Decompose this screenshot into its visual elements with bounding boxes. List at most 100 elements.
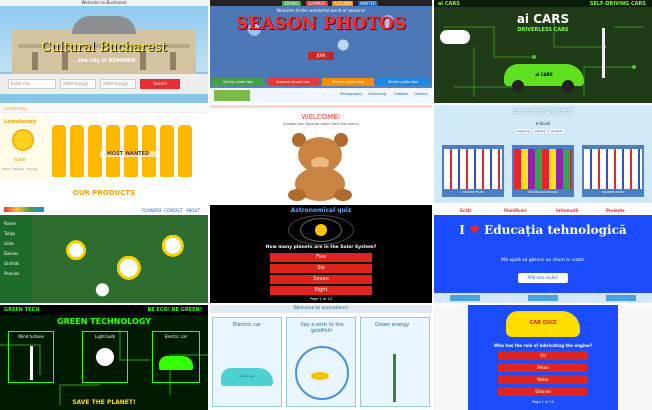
most-wanted-label: MOST WANTED	[100, 151, 156, 157]
answer-seven[interactable]: Seven	[270, 275, 372, 284]
bottle	[70, 125, 84, 177]
cloud-icon	[440, 30, 470, 44]
thumbnail	[450, 295, 480, 301]
answer-six[interactable]: Six	[270, 264, 372, 273]
subtitle: Choose your favorite game from the menu!	[282, 122, 360, 126]
tile-learning-system: Learning System e-Scioli Learning Librar…	[434, 105, 652, 203]
nav-flowers[interactable]: FLOWERS	[142, 208, 162, 213]
card-green-energy[interactable]: Green energy	[360, 317, 430, 407]
card-electric-car[interactable]: Electric car e-running	[212, 317, 282, 407]
wind-turbine-icon	[30, 346, 33, 380]
nav-winter[interactable]: WINTER	[358, 1, 378, 6]
sidebar-item[interactable]: Tulips	[4, 231, 16, 236]
shelf-quizzes-files[interactable]: QUIZZES FILES	[582, 145, 644, 197]
products-section: OUR PRODUCTS	[0, 181, 208, 203]
card-electric-car[interactable]: Electric car	[152, 331, 200, 383]
shelf-label: DOWNLOAD BOOKS	[528, 190, 558, 194]
wheel	[512, 80, 524, 92]
bear-foot	[288, 189, 306, 201]
page-counter: Page 1 of 10	[532, 400, 554, 404]
nav-item[interactable]: Planificări	[504, 208, 527, 213]
footer-link[interactable]: Hobbies	[394, 92, 409, 96]
footer-link[interactable]: Flowers	[414, 92, 428, 96]
sidebar-item[interactable]: Roses	[4, 221, 16, 226]
city-input[interactable]: Enter city	[8, 79, 56, 89]
answer-eight[interactable]: Eight	[270, 286, 372, 295]
answer-ethanol[interactable]: Ethanol	[498, 387, 588, 396]
header-right: BE ECO! BE GREEN!	[147, 307, 202, 313]
sidebar-item[interactable]: Peonies	[4, 271, 20, 276]
goldfish-icon	[311, 372, 329, 380]
checkout-date-input[interactable]: dd/mm/yyyy	[100, 79, 136, 89]
footer-link[interactable]: Gardening	[368, 92, 387, 96]
daisy-image	[32, 215, 208, 303]
card-label: Say a wish to the goldfish!	[300, 322, 344, 334]
nav-item[interactable]: Informatii	[556, 208, 579, 213]
subtitle: Mă ajută să găsesc un drum în viață!	[501, 258, 585, 263]
tab-quizzes[interactable]: Quizzes	[550, 129, 564, 133]
tab-learning[interactable]: Learning	[516, 129, 532, 133]
header: FLOWERS CONTACT ABOUT	[0, 205, 208, 215]
card-label: Green energy	[375, 322, 410, 328]
answer-five[interactable]: Five	[270, 253, 372, 262]
heart-icon: ♥	[469, 223, 480, 237]
card-label: Light bulb	[95, 334, 115, 339]
cornice	[18, 44, 190, 48]
subtitle: DRIVERLESS CARS	[517, 27, 569, 33]
nav-autumn[interactable]: AUTUMN	[332, 1, 354, 6]
answer-petrol[interactable]: Petrol	[498, 363, 588, 372]
join-button[interactable]: JOIN	[308, 52, 334, 60]
nav-item[interactable]: Proiecte	[606, 208, 625, 213]
search-button[interactable]: Search	[140, 79, 180, 89]
teddy-bear-image	[210, 127, 432, 203]
tip-summer[interactable]: Summer photo tips	[267, 78, 319, 86]
tip-autumn[interactable]: Autumn photo tips	[322, 78, 374, 86]
topbar: Welcome to Bucharest	[0, 0, 208, 6]
books	[514, 149, 572, 189]
bear-muzzle	[311, 157, 329, 169]
wheel	[562, 80, 574, 92]
nav-contact[interactable]: CONTACT	[164, 208, 183, 213]
page-title: SEASON PHOTOS	[235, 14, 407, 34]
tip-spring[interactable]: Spring photo tips	[212, 78, 264, 86]
shelf-download-books[interactable]: DOWNLOAD BOOKS	[512, 145, 574, 197]
answer-oil[interactable]: Oil	[498, 351, 588, 360]
footer-link[interactable]: Photography	[340, 92, 363, 96]
sidebar-item[interactable]: Daisies	[4, 251, 19, 256]
nav-about[interactable]: ABOUT	[186, 208, 200, 213]
thumbnail	[606, 295, 636, 301]
header: Welcome to animations!	[210, 305, 432, 313]
answer-water[interactable]: Water	[498, 375, 588, 384]
question: Who has the role of lubricating the engi…	[493, 343, 593, 348]
nav-summer[interactable]: SUMMER	[306, 1, 328, 6]
card-goldfish[interactable]: Say a wish to the goldfish!	[286, 317, 356, 407]
nav-spring[interactable]: SPRING	[282, 1, 302, 6]
header: ai CARS SELF-DRIVING CARS	[434, 0, 652, 7]
brand: Lemohoney	[4, 106, 28, 111]
question: How many planets are in the Solar System…	[265, 245, 377, 250]
footer-thumbs	[434, 293, 652, 303]
solar-system-image	[280, 215, 362, 245]
tile-animations: Welcome to animations! Electric car e-ru…	[210, 305, 432, 410]
card-light-bulb[interactable]: Light bulb	[82, 331, 128, 383]
author: e-Scioli	[535, 121, 551, 126]
subtitle: ...the city in ROMANIA	[72, 58, 136, 64]
column	[32, 52, 38, 70]
sidebar-item[interactable]: Orchids	[4, 261, 20, 266]
card-wind-turbine[interactable]: Wind turbine	[8, 331, 54, 383]
checkin-date-input[interactable]: dd/mm/yyyy	[60, 79, 96, 89]
topbar-right: to Bucharest	[101, 0, 127, 5]
nav-item[interactable]: Ecăți	[460, 208, 472, 213]
shelf-course-files[interactable]: COURSE FILES	[442, 145, 504, 197]
tab-library[interactable]: Library	[534, 129, 547, 133]
car-label: ai CARS	[535, 72, 553, 77]
sidebar-item[interactable]: Lilies	[4, 241, 15, 246]
column	[62, 52, 68, 70]
tip-winter[interactable]: Winter photo tips	[377, 78, 429, 86]
topbar-left: Welcome	[81, 0, 100, 5]
page-title: WELCOME!	[301, 113, 341, 121]
tips-row: Spring photo tips Summer photo tips Autu…	[210, 78, 432, 88]
learn-more-button[interactable]: Află mai multe!	[518, 273, 568, 283]
side-panel: Lemohoney juice Taste · Healthy · Energy	[0, 115, 50, 179]
